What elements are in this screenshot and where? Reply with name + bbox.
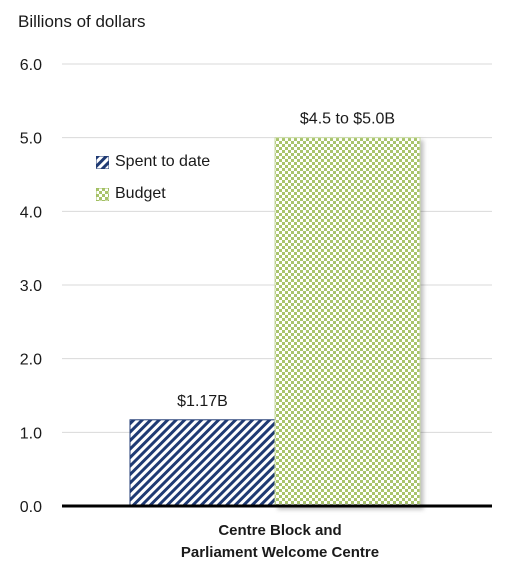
y-axis-title: Billions of dollars bbox=[18, 12, 146, 31]
y-tick-label: 5.0 bbox=[20, 131, 42, 148]
legend-label-spent: Spent to date bbox=[115, 153, 211, 170]
y-tick-label: 6.0 bbox=[20, 57, 42, 74]
data-label-spent-to-date: $1.17B bbox=[177, 393, 228, 410]
legend: Spent to date Budget bbox=[96, 146, 210, 210]
y-tick-label: 0.0 bbox=[20, 499, 42, 516]
legend-item-spent: Spent to date bbox=[96, 146, 210, 178]
y-tick-label: 1.0 bbox=[20, 425, 42, 442]
legend-item-budget: Budget bbox=[96, 178, 210, 210]
y-tick-label: 3.0 bbox=[20, 278, 42, 295]
x-category-line-2: Parliament Welcome Centre bbox=[180, 544, 380, 561]
x-category-label: Centre Block and Parliament Welcome Cent… bbox=[120, 520, 440, 564]
legend-label-budget: Budget bbox=[115, 185, 166, 202]
legend-swatch-spent bbox=[96, 155, 109, 169]
bar-budget bbox=[274, 137, 421, 507]
y-tick-label: 4.0 bbox=[20, 204, 42, 221]
data-label-budget: $4.5 to $5.0B bbox=[300, 111, 395, 128]
legend-swatch-budget bbox=[96, 187, 109, 201]
y-tick-label: 2.0 bbox=[20, 352, 42, 369]
x-category-line-1: Centre Block and bbox=[218, 522, 342, 539]
bar-spent-to-date bbox=[129, 419, 276, 507]
